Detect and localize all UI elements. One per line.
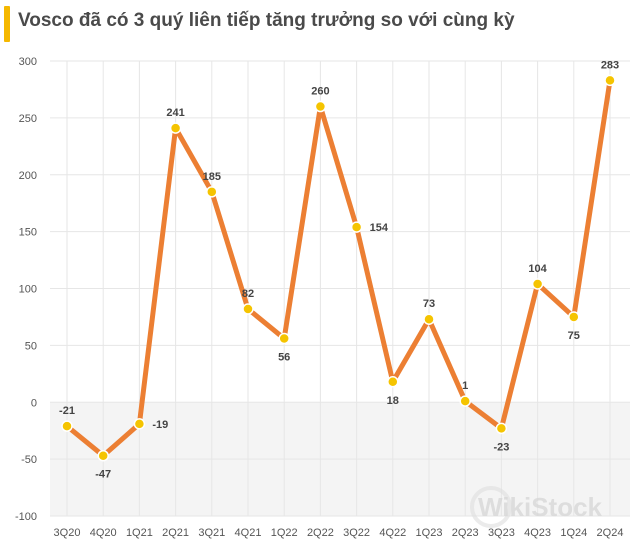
x-tick-label: 2Q24 <box>597 527 624 539</box>
x-tick-label: 2Q23 <box>452 527 479 539</box>
chart-title: Vosco đã có 3 quý liên tiếp tăng trưởng … <box>18 10 515 31</box>
watermark-text: WikiStock <box>478 492 603 522</box>
y-tick-label: 50 <box>25 340 37 352</box>
gridlines <box>50 60 630 517</box>
x-tick-label: 1Q22 <box>271 527 298 539</box>
data-point <box>350 221 363 233</box>
series-polyline <box>64 77 613 459</box>
x-tick-label: 4Q22 <box>379 527 406 539</box>
data-point <box>604 74 616 87</box>
watermark-logo-icon <box>470 486 512 528</box>
y-tick-label: 200 <box>19 170 37 182</box>
data-point <box>423 313 435 325</box>
y-tick-label: -100 <box>15 511 37 523</box>
data-label: 18 <box>387 395 399 407</box>
data-points <box>61 74 616 462</box>
data-point <box>459 395 471 407</box>
x-tick-label: 3Q22 <box>343 527 370 539</box>
x-tick-label: 2Q22 <box>307 527 334 539</box>
series-line <box>64 77 613 459</box>
data-label: 82 <box>242 288 254 300</box>
y-tick-label: 100 <box>19 284 37 296</box>
y-tick-label: 150 <box>19 227 37 239</box>
data-point <box>531 278 544 290</box>
data-label: 241 <box>166 107 184 119</box>
y-tick-label: 300 <box>19 56 37 68</box>
data-point <box>133 418 146 430</box>
data-point <box>278 332 290 345</box>
y-tick-label: -50 <box>21 454 37 466</box>
data-label: 260 <box>311 86 329 98</box>
data-point <box>97 449 109 462</box>
data-label: 104 <box>528 263 547 275</box>
data-point <box>206 186 218 198</box>
data-label: 56 <box>278 352 290 364</box>
data-point <box>61 420 73 432</box>
data-label: 75 <box>568 330 580 342</box>
y-tick-label: 0 <box>31 397 37 409</box>
x-tick-label: 3Q23 <box>488 527 515 539</box>
x-tick-label: 4Q23 <box>524 527 551 539</box>
data-label: 185 <box>203 171 221 183</box>
data-label: -19 <box>152 419 168 431</box>
x-tick-label: 4Q20 <box>90 527 117 539</box>
data-label: -23 <box>493 441 509 453</box>
x-tick-label: 2Q21 <box>162 527 189 539</box>
title-accent-bar <box>4 6 10 42</box>
x-tick-label: 1Q24 <box>560 527 587 539</box>
data-point <box>169 122 182 134</box>
data-label: -21 <box>59 405 75 417</box>
data-point <box>242 303 254 315</box>
data-point <box>568 311 580 323</box>
x-tick-label: 3Q20 <box>54 527 81 539</box>
data-label: 1 <box>462 380 468 392</box>
data-label: 154 <box>370 222 389 234</box>
data-labels: -21 -47 -19 241 185 82 56 260 154 18 73 1 -23 104 75 28… <box>59 59 619 480</box>
y-tick-label: 250 <box>19 113 37 125</box>
data-label: 283 <box>601 59 619 71</box>
x-tick-label: 3Q21 <box>198 527 225 539</box>
x-axis-tick-labels: 3Q20 4Q20 1Q21 2Q21 3Q21 4Q21 1Q22 2Q22 3Q22 4Q22… <box>54 527 624 539</box>
title-bar: Vosco đã có 3 quý liên tiếp tăng trưởng … <box>0 0 636 42</box>
x-tick-label: 4Q21 <box>235 527 262 539</box>
data-label: 73 <box>423 298 435 310</box>
x-tick-label: 1Q21 <box>126 527 153 539</box>
data-point <box>314 100 327 113</box>
data-point <box>387 376 399 388</box>
data-point <box>495 422 508 435</box>
y-axis-tick-labels: -100 -50 0 50 100 150 200 250 300 <box>15 56 37 523</box>
data-label: -47 <box>95 469 111 481</box>
x-tick-label: 1Q23 <box>416 527 443 539</box>
